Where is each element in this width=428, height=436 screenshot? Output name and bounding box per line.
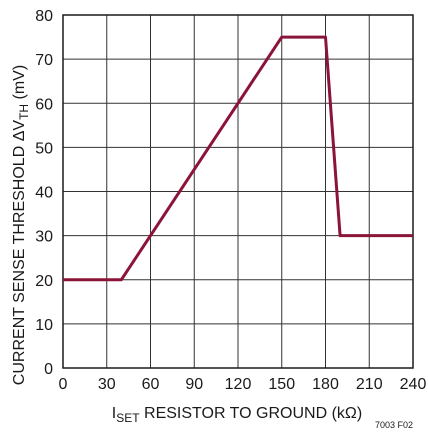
- grid: [63, 15, 413, 368]
- y-tick-label: 30: [35, 229, 53, 246]
- y-tick-label: 60: [35, 96, 53, 113]
- x-tick-label: 150: [268, 376, 295, 393]
- x-axis-label: ISET RESISTOR TO GROUND (kΩ): [112, 405, 362, 425]
- x-tick-label: 180: [312, 376, 339, 393]
- y-tick-label: 80: [35, 8, 53, 25]
- x-tick-label: 120: [225, 376, 252, 393]
- y-axis-label-subscript: TH: [17, 104, 31, 120]
- plot-frame: [62, 14, 414, 369]
- series-layer: [63, 35, 413, 282]
- y-tick-labels: 0 10 20 30 40 50 60 70 80: [35, 8, 53, 378]
- y-tick-label: 70: [35, 52, 53, 69]
- series-line: [63, 35, 413, 282]
- y-tick-label: 20: [35, 273, 53, 290]
- x-tick-label: 90: [185, 376, 203, 393]
- x-tick-label: 30: [98, 376, 116, 393]
- x-tick-label: 210: [356, 376, 383, 393]
- y-tick-label: 0: [44, 361, 53, 378]
- y-tick-label: 50: [35, 140, 53, 157]
- y-tick-label: 10: [35, 317, 53, 334]
- y-axis-label: CURRENT SENSE THRESHOLD ΔVTH (mV): [11, 65, 31, 385]
- x-axis-label-subscript: SET: [116, 411, 140, 425]
- x-tick-label: 60: [142, 376, 160, 393]
- x-tick-label: 240: [400, 376, 427, 393]
- x-tick-labels: 0 30 60 90 120 150 180 210 240: [59, 376, 427, 393]
- x-tick-label: 0: [59, 376, 68, 393]
- y-tick-label: 40: [35, 185, 53, 202]
- figure-id: 7003 F02: [375, 420, 413, 430]
